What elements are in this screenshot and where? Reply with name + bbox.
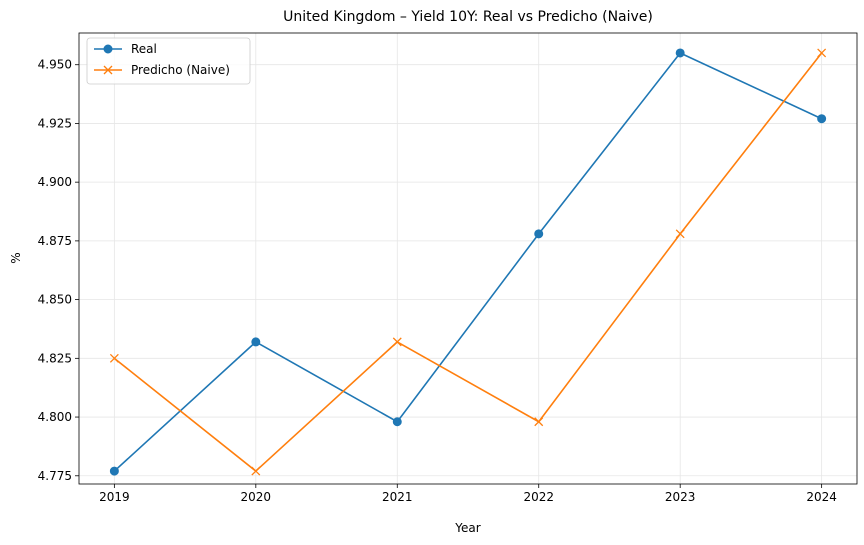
y-tick-label: 4.925 (38, 116, 72, 130)
data-point-predicho (392, 337, 402, 347)
data-point-real (817, 114, 827, 124)
chart-title: United Kingdom – Yield 10Y: Real vs Pred… (283, 9, 653, 25)
data-point-real (675, 48, 685, 58)
x-marker-stroke (675, 229, 685, 239)
x-marker-stroke (817, 48, 827, 58)
legend-box (86, 37, 251, 85)
data-point-real (251, 337, 261, 347)
legend-label: Real (131, 42, 157, 56)
legend-marker (103, 65, 113, 75)
x-tick-label: 2022 (523, 490, 554, 504)
x-tick-label: 2019 (99, 490, 130, 504)
legend-label: Predicho (Naive) (131, 63, 230, 77)
legend-marker (103, 44, 113, 54)
x-marker-stroke (392, 337, 402, 347)
x-tick-label: 2024 (806, 490, 837, 504)
y-tick-label: 4.900 (38, 175, 72, 189)
y-axis-label: % (9, 252, 23, 263)
y-tick-label: 4.950 (38, 58, 72, 72)
data-point-predicho (817, 48, 827, 58)
axis-ticks: 2019 2020 2021 2022 2023 2024 4.775 4.800 4.825 4… (38, 58, 837, 504)
grid (79, 33, 857, 484)
plot-area-frame (78, 32, 858, 485)
x-tick-label: 2021 (382, 490, 413, 504)
x-axis-label: Year (454, 521, 480, 535)
x-tick-label: 2020 (241, 490, 272, 504)
data-point-real (109, 466, 119, 476)
y-tick-label: 4.825 (38, 351, 72, 365)
x-marker-stroke (103, 65, 113, 75)
series-line-predicho (113, 52, 823, 472)
series-layer (109, 48, 827, 476)
y-tick-label: 4.775 (38, 469, 72, 483)
data-point-predicho (675, 229, 685, 239)
x-marker-stroke (534, 417, 544, 427)
y-tick-label: 4.850 (38, 293, 72, 307)
y-tick-label: 4.875 (38, 234, 72, 248)
series-line-real (113, 52, 822, 472)
data-point-real (534, 229, 544, 239)
legend: Real Predicho (Naive) (86, 37, 251, 85)
x-tick-label: 2023 (665, 490, 696, 504)
data-point-predicho (109, 353, 119, 363)
data-point-real (392, 417, 402, 427)
data-point-predicho (534, 417, 544, 427)
x-marker-stroke (251, 466, 261, 476)
x-marker-stroke (109, 353, 119, 363)
y-tick-label: 4.800 (38, 410, 72, 424)
data-point-predicho (251, 466, 261, 476)
